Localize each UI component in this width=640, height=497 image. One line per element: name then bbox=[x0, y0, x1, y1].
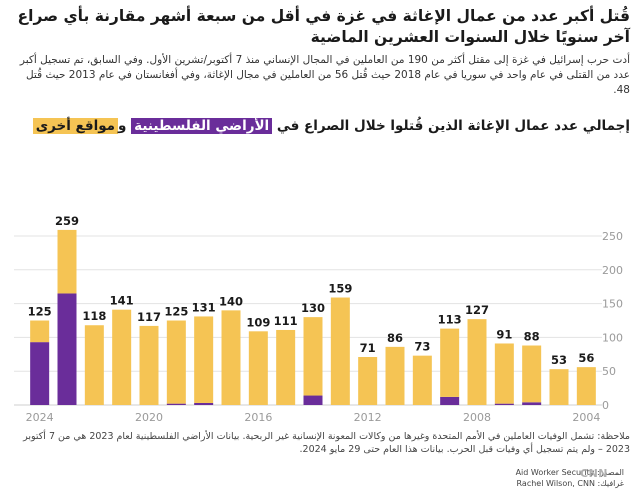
cnn-logo: CNN bbox=[580, 467, 608, 480]
data-label: 86 bbox=[387, 331, 403, 345]
data-label: 109 bbox=[246, 315, 270, 329]
chart-title: إجمالي عدد عمال الإغاثة الذين قُتلوا خلا… bbox=[10, 116, 630, 136]
y-tick-label: 100 bbox=[602, 331, 623, 344]
source-block: المصدر: Aid Worker Security غرافيك: Rach… bbox=[474, 468, 624, 489]
bar-other bbox=[139, 325, 159, 405]
bar-other bbox=[248, 331, 268, 405]
bar-other bbox=[166, 320, 186, 404]
data-label: 141 bbox=[110, 294, 134, 308]
bar-other bbox=[385, 346, 405, 405]
data-label: 140 bbox=[219, 294, 243, 308]
data-label: 56 bbox=[578, 351, 594, 365]
bar-other bbox=[412, 355, 432, 405]
bar-other bbox=[194, 316, 214, 403]
bar-other bbox=[112, 309, 132, 405]
source-text: المصدر: Aid Worker Security bbox=[515, 468, 624, 477]
bar-palestinian bbox=[194, 402, 214, 405]
bar-other bbox=[330, 297, 350, 405]
headline: قُتل أكبر عدد من عمال الإغاثة في غزة في … bbox=[17, 7, 630, 46]
data-label: 131 bbox=[192, 300, 216, 314]
legend-other: مواقع أخرى bbox=[32, 118, 119, 134]
x-tick-label: 2012 bbox=[354, 411, 382, 424]
bar-palestinian bbox=[30, 342, 50, 405]
y-tick-label: 50 bbox=[602, 365, 616, 378]
chart-title-connector: و bbox=[118, 118, 132, 134]
description: أدت حرب إسرائيل في غزة إلى مقتل أكثر من … bbox=[19, 54, 630, 96]
bar-other bbox=[57, 229, 77, 294]
bar-palestinian bbox=[494, 403, 514, 405]
data-label: 91 bbox=[496, 327, 512, 341]
bar-palestinian bbox=[57, 293, 77, 405]
y-tick-label: 0 bbox=[602, 399, 609, 412]
data-label: 125 bbox=[28, 305, 52, 319]
bar-other bbox=[440, 328, 460, 397]
bar-other bbox=[549, 369, 569, 405]
x-tick-label: 2024 bbox=[26, 411, 54, 424]
data-label: 117 bbox=[137, 310, 161, 324]
bar-other bbox=[522, 345, 542, 403]
bar-other bbox=[303, 317, 323, 396]
data-label: 118 bbox=[82, 309, 106, 323]
data-label: 71 bbox=[360, 341, 376, 355]
y-tick-label: 150 bbox=[602, 298, 623, 311]
y-tick-label: 200 bbox=[602, 264, 623, 277]
data-label: 53 bbox=[551, 353, 567, 367]
data-label: 73 bbox=[414, 340, 430, 354]
data-label: 159 bbox=[328, 282, 352, 296]
x-tick-label: 2008 bbox=[463, 411, 491, 424]
data-label: 259 bbox=[55, 214, 79, 228]
bar-other bbox=[494, 343, 514, 404]
bar-other bbox=[576, 367, 596, 405]
bar-other bbox=[276, 329, 296, 405]
chart-note: ملاحظة: تشمل الوفيات العاملين في الأمم ا… bbox=[23, 431, 630, 455]
chart-title-prefix: إجمالي عدد عمال الإغاثة الذين قُتلوا خلا… bbox=[272, 118, 630, 134]
x-tick-label: 2020 bbox=[135, 411, 163, 424]
y-tick-label: 250 bbox=[602, 230, 623, 243]
bar-palestinian bbox=[166, 403, 186, 405]
data-label: 88 bbox=[524, 330, 540, 344]
bar-other bbox=[30, 320, 50, 343]
data-label: 113 bbox=[438, 313, 462, 327]
bar-other bbox=[221, 310, 241, 405]
bar-palestinian bbox=[440, 396, 460, 405]
bar-other bbox=[358, 357, 378, 405]
x-tick-label: 2004 bbox=[572, 411, 600, 424]
data-label: 111 bbox=[274, 314, 298, 328]
data-label: 127 bbox=[465, 303, 489, 317]
data-label: 130 bbox=[301, 301, 325, 315]
x-tick-label: 2016 bbox=[244, 411, 272, 424]
bar-other bbox=[467, 319, 487, 405]
bar-palestinian bbox=[522, 402, 542, 405]
bar-palestinian bbox=[303, 395, 323, 405]
graphic-credit: غرافيك: Rachel Wilson, CNN bbox=[516, 478, 624, 488]
data-label: 125 bbox=[164, 305, 188, 319]
legend-palestinian: الأراضي الفلسطينية bbox=[131, 118, 273, 134]
bar-other bbox=[84, 325, 104, 405]
